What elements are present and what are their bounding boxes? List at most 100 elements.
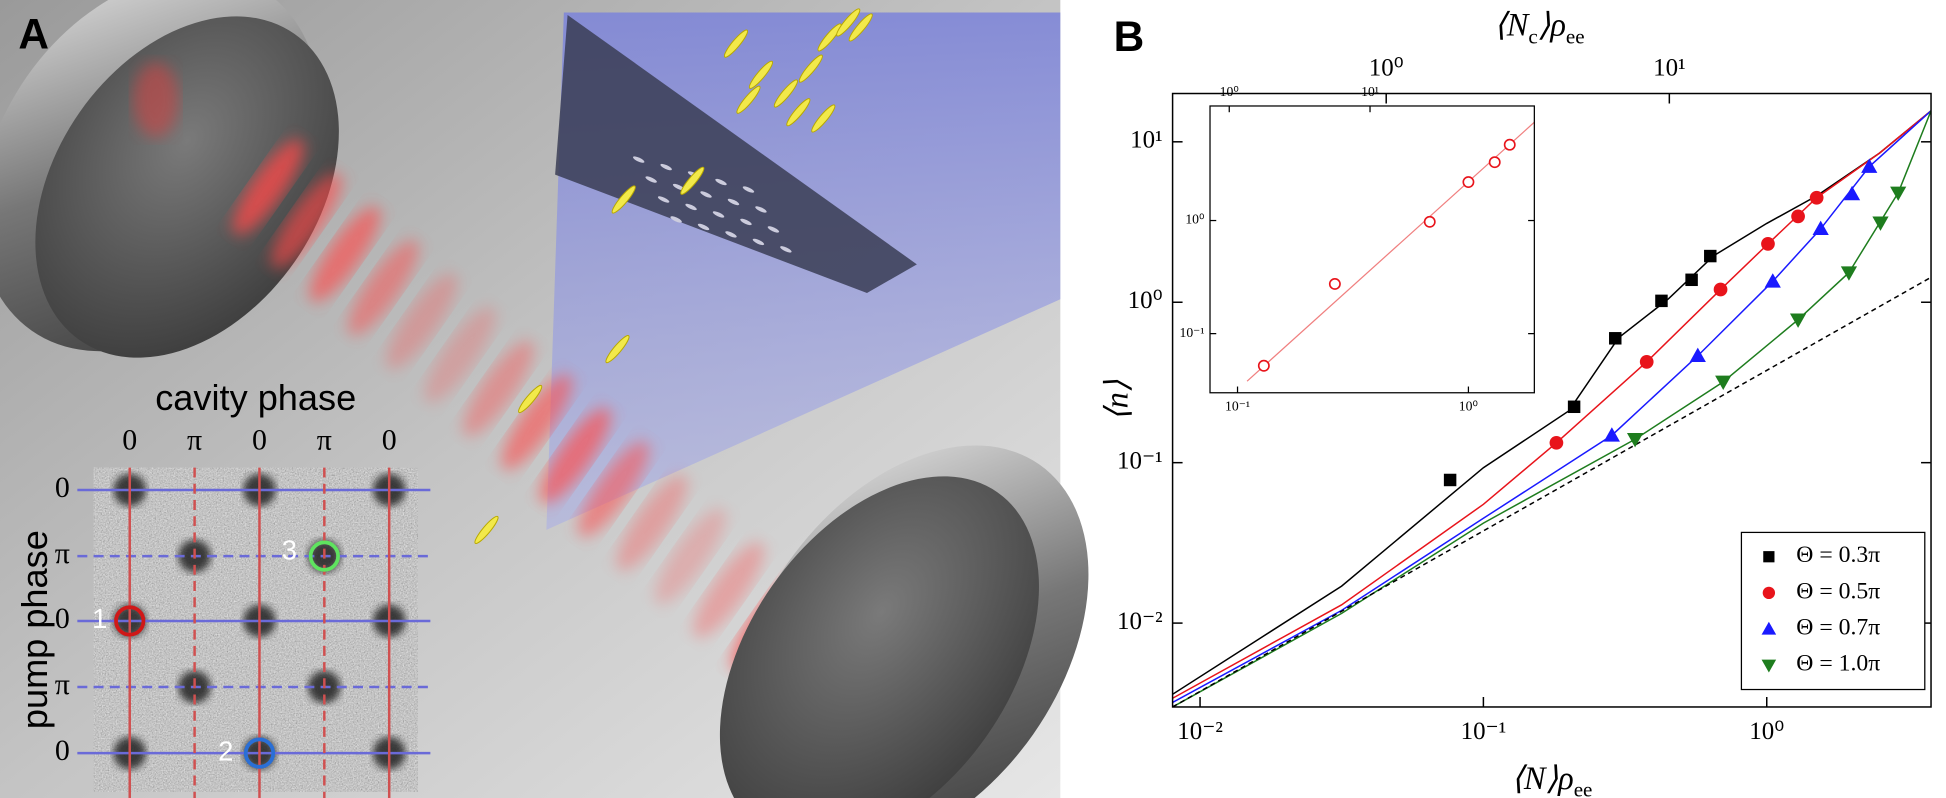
marker [1503, 138, 1516, 151]
marker-circle [308, 540, 340, 572]
plate-dot [700, 191, 712, 198]
pulse [424, 306, 496, 403]
marker [1715, 375, 1732, 390]
legend-label: Θ = 0.3π [1796, 542, 1880, 568]
plate-dot [697, 223, 710, 231]
panel-label: B [1114, 13, 1145, 60]
cavity-phase-label: 0 [382, 424, 397, 457]
cavity-pulses [232, 139, 803, 672]
atom [817, 23, 842, 52]
pulse [271, 172, 343, 269]
atom [798, 54, 823, 83]
marker [1704, 249, 1717, 263]
marker [1685, 273, 1698, 287]
mirror-top-left [0, 0, 339, 358]
legend-marker [1763, 551, 1775, 563]
marker [1843, 185, 1861, 201]
pulse [616, 474, 688, 571]
x2-tick-label: 10⁰ [1220, 84, 1240, 99]
marker [1890, 186, 1907, 201]
plot-content [1246, 121, 1535, 382]
marker [1689, 347, 1706, 362]
pulse [347, 239, 419, 336]
plate-dot [780, 246, 792, 253]
legend: Θ = 0.3π Θ = 0.5π Θ = 0.7π Θ = 1.0π [1740, 531, 1926, 691]
axis-title-part: ⟨N [1494, 8, 1531, 44]
marker [1764, 273, 1781, 288]
x-tick-label: 10⁰ [1459, 398, 1479, 413]
atom [611, 185, 636, 214]
axis-title-subscript: c [1528, 24, 1537, 48]
y-tick-label: 10¹ [1130, 127, 1162, 154]
pump-phase-label: 0 [55, 471, 70, 504]
phase-map-lines [77, 467, 431, 798]
marker [1872, 216, 1889, 231]
panel-label: A [18, 11, 49, 58]
plate-dot [767, 226, 780, 233]
marker-circle [114, 605, 146, 637]
phase-labels: 0 π 0 π 0 0 π 0 π 0 [55, 424, 397, 767]
plate-dot [685, 203, 697, 211]
atom [723, 29, 749, 58]
marker [1761, 237, 1775, 251]
marker [1809, 190, 1824, 205]
legend-marker [1761, 659, 1777, 673]
atom [736, 85, 761, 114]
atom [848, 13, 873, 42]
marker [1603, 427, 1620, 442]
pulse [501, 374, 573, 470]
plate-dot [725, 231, 737, 238]
marker [1840, 266, 1858, 281]
atom [518, 384, 543, 414]
plot-area [1210, 105, 1535, 393]
cavity-phase-label: 0 [252, 424, 267, 457]
marker [1567, 400, 1581, 414]
x2-tick-label: 10⁰ [1369, 55, 1404, 82]
pulse [386, 273, 458, 370]
marker [1328, 277, 1341, 290]
pump-phase-label: π [55, 668, 70, 701]
y-tick-label: 10⁻¹ [1117, 447, 1163, 474]
pulse [578, 441, 650, 538]
plot-frame [1171, 92, 1932, 708]
marker [1791, 209, 1805, 224]
legend-marker [1761, 621, 1777, 635]
cavity-phase-label: π [187, 424, 202, 457]
x2-tick-label: 10¹ [1653, 55, 1685, 82]
marker [1861, 158, 1878, 173]
detector-plate [555, 14, 917, 294]
x2-tick-label: 10¹ [1361, 84, 1379, 99]
marker [1812, 220, 1829, 236]
legend-marker [1762, 586, 1776, 600]
x-tick-label: 10⁰ [1749, 718, 1784, 745]
plate-dot [672, 183, 685, 191]
plate-dot [752, 238, 765, 246]
marker [1609, 332, 1622, 345]
marker-label: 2 [218, 735, 233, 766]
marker [1443, 473, 1457, 487]
axis-title-subscript: ee [1566, 24, 1585, 48]
mirror-bottom-right [719, 445, 1089, 798]
atom [786, 98, 811, 127]
reference-line [1172, 276, 1932, 707]
plate-dot [660, 163, 672, 171]
fit-line [1172, 110, 1932, 699]
cavity-phase-label: π [317, 424, 332, 457]
atom [811, 104, 836, 133]
marker-circle [243, 737, 276, 769]
atom [680, 166, 705, 195]
x-tick-label: 10⁻¹ [1225, 398, 1250, 413]
atom [748, 60, 774, 89]
pulse [309, 206, 381, 303]
cavity-phase-title: cavity phase [155, 377, 356, 418]
plot: 10⁻¹ 10⁰ 10⁰ 10¹ 10⁻¹ 10⁰ [1179, 84, 1535, 413]
pump-phase-label: π [55, 537, 70, 570]
plate-dots [632, 156, 792, 253]
axis-title: ⟨Nc⟩ρee [1494, 8, 1585, 48]
marker [1423, 215, 1436, 228]
atom [773, 79, 798, 108]
plate-dot [727, 198, 740, 206]
marker [1626, 432, 1644, 448]
x-tick-label: 10⁻² [1177, 718, 1223, 745]
